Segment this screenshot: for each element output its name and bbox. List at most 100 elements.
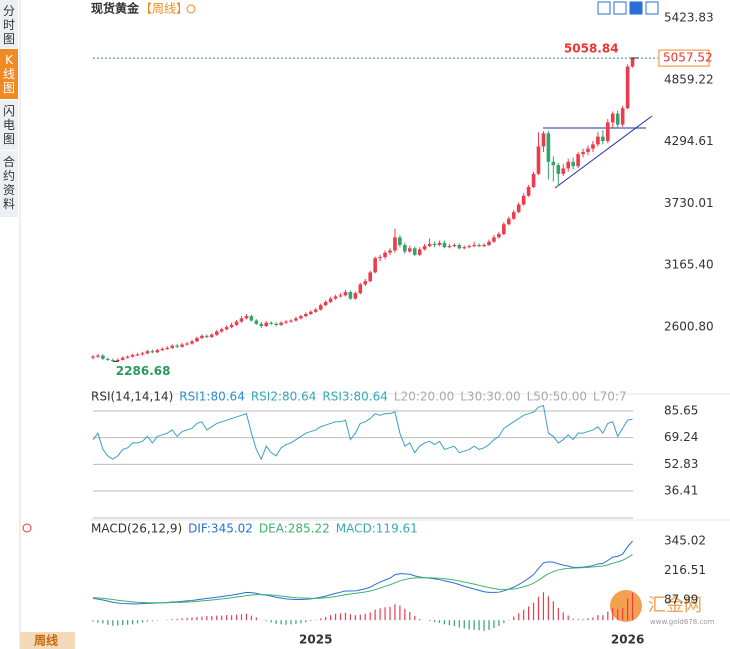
candle-body (259, 323, 264, 327)
candle-body (249, 316, 254, 321)
indicator-header: RSI(14,14,14) (91, 390, 173, 404)
candle-body (229, 324, 234, 328)
period: 【周线】 (140, 2, 188, 16)
candle-body (472, 245, 476, 247)
candle-body (111, 359, 115, 361)
candle-body (160, 348, 165, 351)
candle-body (546, 133, 551, 162)
y-tick-label: 3165.40 (664, 258, 714, 272)
candle-body (586, 148, 590, 152)
candle-body (120, 357, 125, 360)
candle-body (383, 252, 387, 258)
bottom-tab[interactable]: 周线 (34, 633, 58, 648)
candle-body (185, 343, 189, 345)
tab[interactable]: 分时图 (0, 0, 18, 49)
indicator-header: L70:7 (593, 390, 627, 404)
candle-body (596, 136, 600, 145)
candle-body (195, 338, 199, 342)
candle-body (417, 249, 422, 255)
bottom-tab-bg[interactable] (20, 632, 75, 649)
candle-body (412, 248, 417, 255)
candle-body (378, 257, 382, 259)
candle-body (507, 218, 511, 225)
y-tick-label: 85.65 (664, 403, 698, 417)
candle-body (487, 241, 491, 246)
candle-body (571, 161, 575, 167)
candle-body (140, 353, 145, 355)
candle-body (388, 250, 392, 253)
candle-body (101, 355, 105, 359)
candle-body (180, 344, 184, 347)
candle-body (492, 237, 496, 242)
candle-body (165, 347, 170, 349)
x-tick-label: 2026 (611, 633, 644, 647)
candle-body (214, 331, 219, 335)
candle-body (576, 154, 580, 167)
candle-body (561, 168, 566, 174)
candle-body (620, 108, 625, 125)
candle-body (432, 243, 437, 246)
rsi-line (92, 404, 633, 461)
candle-body (175, 345, 179, 347)
candle-body (398, 237, 402, 246)
toolbar (597, 1, 659, 15)
indicator-header: RSI1:80.64 (179, 390, 245, 404)
candle-body (145, 351, 150, 354)
candle-body (502, 224, 506, 235)
tool[interactable] (629, 1, 643, 15)
candle-body (264, 322, 269, 327)
candle-body (210, 334, 214, 337)
macd-line (92, 540, 633, 605)
icon[interactable] (186, 4, 196, 14)
y-tick-label: 87.99 (664, 592, 698, 606)
candle-body (531, 173, 536, 187)
candle-body (150, 351, 155, 353)
y-tick-label: 52.83 (664, 457, 698, 471)
indicator-header: RSI3:80.64 (322, 390, 388, 404)
candle-body (368, 272, 372, 282)
tab[interactable]: K线图 (0, 49, 18, 100)
candle-body (323, 301, 328, 306)
tab[interactable]: 合约资料 (0, 151, 18, 218)
candle-body (457, 245, 462, 249)
candle-body (234, 321, 239, 325)
candle-body (254, 320, 259, 324)
tool[interactable] (613, 1, 627, 15)
trend-line (554, 115, 653, 189)
candle-body (452, 245, 457, 247)
candle-body (304, 313, 308, 317)
y-tick-label: 345.02 (664, 533, 706, 547)
candle-body (601, 136, 605, 142)
tool[interactable] (597, 1, 611, 15)
high-label: 5058.84 (564, 41, 619, 55)
indicator-header: RSI2:80.64 (251, 390, 317, 404)
candle-body (556, 165, 561, 174)
candle-body (536, 146, 541, 174)
candle-body (526, 186, 531, 196)
candle-body (353, 293, 358, 299)
candle-body (115, 359, 120, 361)
indicator-header: DIF:345.02 (188, 522, 253, 536)
candle-body (274, 323, 278, 325)
candle-body (200, 335, 204, 339)
candle-body (358, 284, 363, 294)
candle-body (155, 350, 160, 353)
icon[interactable] (22, 523, 32, 533)
candle-body (91, 356, 95, 358)
candle-body (581, 151, 585, 155)
title: 现货黄金 (91, 1, 140, 16)
candle-body (313, 309, 318, 312)
candle-body (363, 281, 368, 285)
last-price-label: 5057.52 (663, 51, 713, 65)
candle-body (205, 335, 209, 337)
macd-line (92, 554, 633, 604)
candle-body (125, 356, 130, 358)
candle-body (516, 204, 521, 213)
tool[interactable] (645, 1, 659, 15)
candle-body (615, 113, 620, 125)
tab[interactable]: 闪电图 (0, 100, 18, 151)
candle-body (96, 355, 100, 357)
candle-body (279, 322, 283, 325)
y-tick-label: 2600.80 (664, 320, 714, 334)
candle-body (511, 212, 516, 219)
